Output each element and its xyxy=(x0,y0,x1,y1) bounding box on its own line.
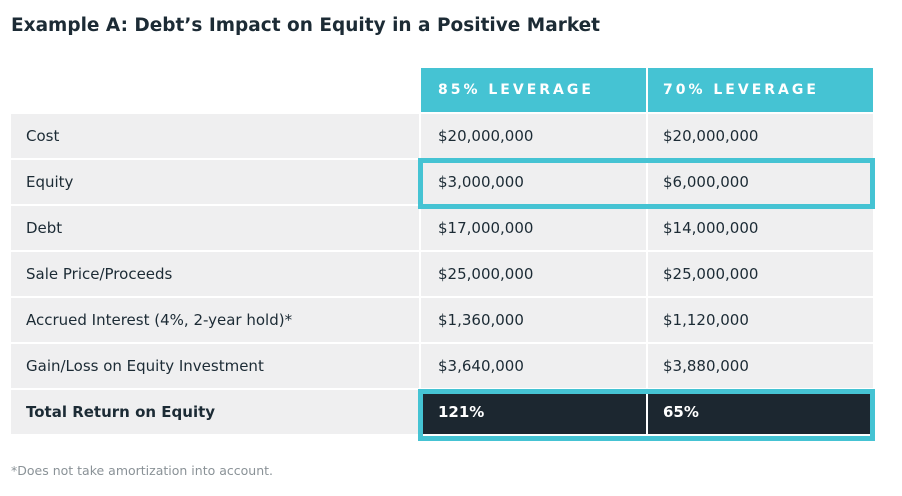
cell-85-leverage: $20,000,000 xyxy=(421,114,646,158)
footnote: *Does not take amortization into account… xyxy=(11,463,273,478)
cell-85-leverage: 121% xyxy=(421,390,646,434)
row-label: Cost xyxy=(11,114,419,158)
page-title: Example A: Debt’s Impact on Equity in a … xyxy=(11,15,601,36)
table-header-row: 85% LEVERAGE 70% LEVERAGE xyxy=(11,68,873,112)
row-label: Equity xyxy=(11,160,419,204)
cell-85-leverage: $3,640,000 xyxy=(421,344,646,388)
table-row-gain-loss: Gain/Loss on Equity Investment $3,640,00… xyxy=(11,344,873,388)
table-row-cost: Cost $20,000,000 $20,000,000 xyxy=(11,114,873,158)
cell-70-leverage: $3,880,000 xyxy=(648,344,873,388)
cell-85-leverage: $1,360,000 xyxy=(421,298,646,342)
cell-70-leverage: $6,000,000 xyxy=(648,160,873,204)
table-row-equity: Equity $3,000,000 $6,000,000 xyxy=(11,160,873,204)
cell-70-leverage: $25,000,000 xyxy=(648,252,873,296)
table-row-debt: Debt $17,000,000 $14,000,000 xyxy=(11,206,873,250)
table-row-accrued-interest: Accrued Interest (4%, 2-year hold)* $1,3… xyxy=(11,298,873,342)
cell-85-leverage: $3,000,000 xyxy=(421,160,646,204)
header-spacer xyxy=(11,68,419,112)
cell-85-leverage: $17,000,000 xyxy=(421,206,646,250)
row-label: Sale Price/Proceeds xyxy=(11,252,419,296)
table-row-total-return: Total Return on Equity 121% 65% xyxy=(11,390,873,434)
cell-70-leverage: 65% xyxy=(648,390,873,434)
row-label: Total Return on Equity xyxy=(11,390,419,434)
leverage-comparison-table: 85% LEVERAGE 70% LEVERAGE Cost $20,000,0… xyxy=(11,68,873,436)
cell-70-leverage: $20,000,000 xyxy=(648,114,873,158)
row-label: Debt xyxy=(11,206,419,250)
row-label: Accrued Interest (4%, 2-year hold)* xyxy=(11,298,419,342)
cell-70-leverage: $1,120,000 xyxy=(648,298,873,342)
cell-85-leverage: $25,000,000 xyxy=(421,252,646,296)
column-header-70-leverage: 70% LEVERAGE xyxy=(648,68,873,112)
row-label: Gain/Loss on Equity Investment xyxy=(11,344,419,388)
cell-70-leverage: $14,000,000 xyxy=(648,206,873,250)
table-row-sale-price: Sale Price/Proceeds $25,000,000 $25,000,… xyxy=(11,252,873,296)
column-header-85-leverage: 85% LEVERAGE xyxy=(421,68,646,112)
